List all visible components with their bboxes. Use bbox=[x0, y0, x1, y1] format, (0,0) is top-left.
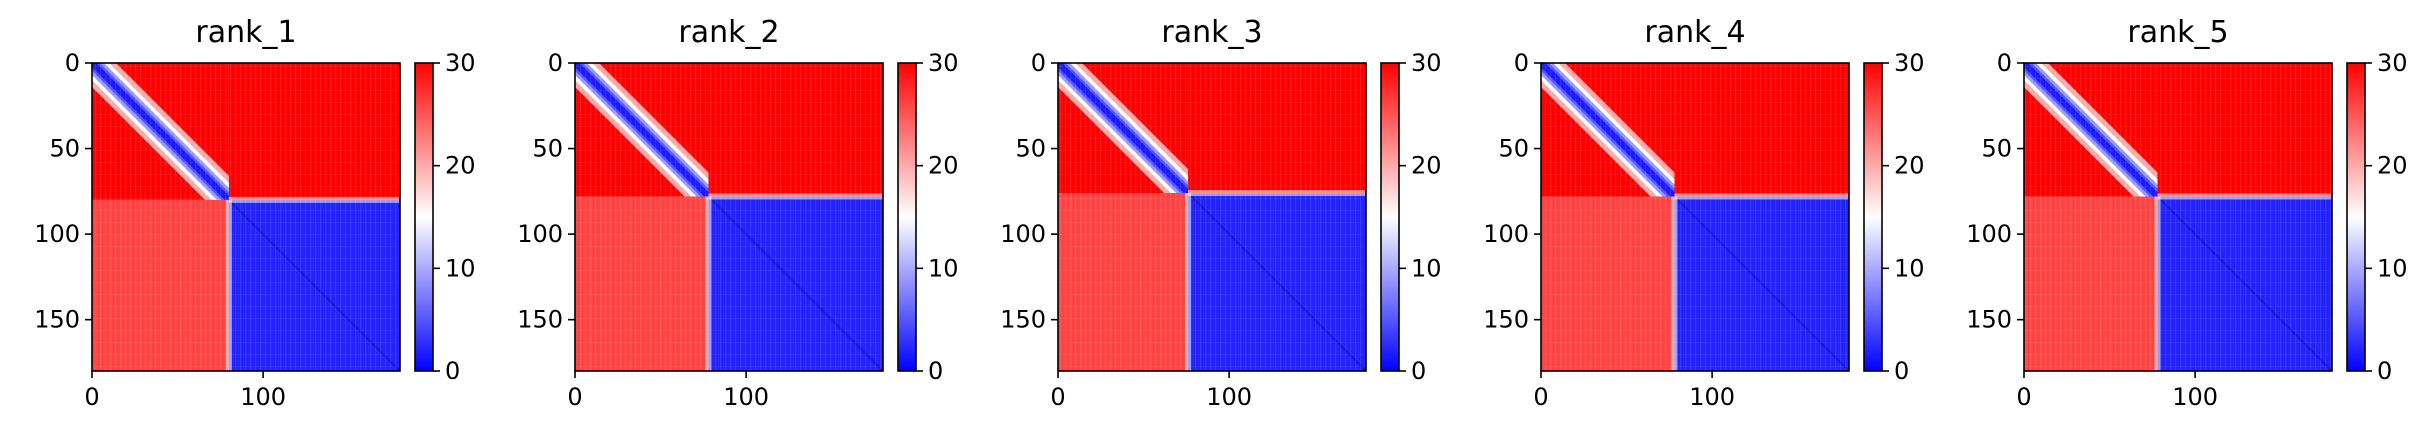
x-tick-label: 0 bbox=[1533, 383, 1548, 411]
x-tick-label: 0 bbox=[2016, 383, 2031, 411]
x-tick-label: 100 bbox=[240, 383, 286, 411]
x-tick-label: 0 bbox=[567, 383, 582, 411]
colorbar-gradient bbox=[415, 63, 433, 371]
heatmap-frame bbox=[91, 62, 401, 372]
chart-title: rank_5 bbox=[2127, 15, 2228, 50]
colorbar-gradient bbox=[1864, 63, 1882, 371]
colorbar-frame bbox=[897, 62, 917, 372]
heatmap-frame bbox=[1057, 62, 1367, 372]
colorbar-frame bbox=[1380, 62, 1400, 372]
colorbar-tick-label: 30 bbox=[445, 49, 476, 77]
colorbar-gradient bbox=[1381, 63, 1399, 371]
y-tick-label: 50 bbox=[1015, 135, 1046, 163]
y-tick-label: 0 bbox=[65, 49, 80, 77]
y-tick-label: 150 bbox=[1966, 306, 2012, 334]
colorbar-tick-label: 0 bbox=[928, 357, 943, 385]
x-tick-label: 100 bbox=[2172, 383, 2218, 411]
colorbar: 0 10 20 30 bbox=[1380, 49, 1442, 385]
y-tick-label: 0 bbox=[548, 49, 563, 77]
colorbar-gradient bbox=[2347, 63, 2365, 371]
x-tick-label: 0 bbox=[84, 383, 99, 411]
y-tick-label: 100 bbox=[34, 220, 80, 248]
y-tick-label: 100 bbox=[517, 220, 563, 248]
y-tick-label: 150 bbox=[34, 306, 80, 334]
heatmap-panel-5: rank_5 0 50 100 150 0 100 0 10 20 30 bbox=[1966, 15, 2407, 411]
chart-title: rank_3 bbox=[1161, 15, 1262, 50]
colorbar-gradient bbox=[898, 63, 916, 371]
heatmap-frame bbox=[2023, 62, 2333, 372]
x-tick-label: 100 bbox=[1689, 383, 1735, 411]
colorbar-tick-label: 10 bbox=[1894, 254, 1925, 282]
colorbar-tick-label: 20 bbox=[928, 152, 959, 180]
y-tick-label: 50 bbox=[49, 135, 80, 163]
heatmap-panel-2: rank_2 0 50 100 150 0 100 0 10 20 30 bbox=[517, 15, 958, 411]
heatmap-cells bbox=[1058, 63, 1366, 371]
colorbar-tick-label: 20 bbox=[445, 152, 476, 180]
y-tick-label: 0 bbox=[1997, 49, 2012, 77]
y-tick-label: 50 bbox=[1981, 135, 2012, 163]
heatmap-cells bbox=[92, 63, 400, 371]
x-tick-label: 0 bbox=[1050, 383, 1065, 411]
colorbar-tick-label: 20 bbox=[1894, 152, 1925, 180]
colorbar-tick-label: 30 bbox=[2377, 49, 2408, 77]
y-tick-label: 100 bbox=[1966, 220, 2012, 248]
heatmap-panel-4: rank_4 0 50 100 150 0 100 0 10 20 30 bbox=[1483, 15, 1924, 411]
colorbar-tick-label: 30 bbox=[928, 49, 959, 77]
y-tick-label: 0 bbox=[1031, 49, 1046, 77]
heatmap-texture bbox=[1541, 63, 1849, 371]
y-tick-label: 150 bbox=[1000, 306, 1046, 334]
y-tick-label: 50 bbox=[1498, 135, 1529, 163]
chart-title: rank_4 bbox=[1644, 15, 1745, 50]
x-tick-label: 100 bbox=[723, 383, 769, 411]
chart-title: rank_2 bbox=[678, 15, 779, 50]
colorbar-frame bbox=[2346, 62, 2366, 372]
colorbar-tick-label: 0 bbox=[445, 357, 460, 385]
colorbar-frame bbox=[414, 62, 434, 372]
colorbar-tick-label: 20 bbox=[1411, 152, 1442, 180]
heatmap-frame bbox=[574, 62, 884, 372]
colorbar-tick-label: 10 bbox=[928, 254, 959, 282]
y-tick-label: 100 bbox=[1483, 220, 1529, 248]
heatmap-texture bbox=[2024, 63, 2332, 371]
colorbar: 0 10 20 30 bbox=[414, 49, 476, 385]
y-tick-label: 100 bbox=[1000, 220, 1046, 248]
colorbar-tick-label: 10 bbox=[1411, 254, 1442, 282]
colorbar-frame bbox=[1863, 62, 1883, 372]
colorbar: 0 10 20 30 bbox=[1863, 49, 1925, 385]
y-tick-label: 50 bbox=[532, 135, 563, 163]
colorbar: 0 10 20 30 bbox=[897, 49, 959, 385]
colorbar-tick-label: 10 bbox=[2377, 254, 2408, 282]
heatmap-panel-1: rank_1 0 50 100 150 0 100 0 10 20 30 bbox=[34, 15, 475, 411]
colorbar-tick-label: 30 bbox=[1894, 49, 1925, 77]
heatmap-cells bbox=[2024, 63, 2332, 371]
x-tick-label: 100 bbox=[1206, 383, 1252, 411]
y-tick-label: 0 bbox=[1514, 49, 1529, 77]
chart-title: rank_1 bbox=[195, 15, 296, 50]
colorbar-tick-label: 20 bbox=[2377, 152, 2408, 180]
colorbar-tick-label: 0 bbox=[1894, 357, 1909, 385]
colorbar-tick-label: 0 bbox=[1411, 357, 1426, 385]
heatmap-panel-3: rank_3 0 50 100 150 0 100 0 10 20 30 bbox=[1000, 15, 1441, 411]
heatmap-cells bbox=[575, 63, 883, 371]
colorbar-tick-label: 30 bbox=[1411, 49, 1442, 77]
heatmap-texture bbox=[92, 63, 400, 371]
heatmap-texture bbox=[1058, 63, 1366, 371]
y-tick-label: 150 bbox=[517, 306, 563, 334]
heatmap-cells bbox=[1541, 63, 1849, 371]
colorbar-tick-label: 0 bbox=[2377, 357, 2392, 385]
colorbar: 0 10 20 30 bbox=[2346, 49, 2408, 385]
heatmap-frame bbox=[1540, 62, 1850, 372]
y-tick-label: 150 bbox=[1483, 306, 1529, 334]
heatmap-texture bbox=[575, 63, 883, 371]
colorbar-tick-label: 10 bbox=[445, 254, 476, 282]
